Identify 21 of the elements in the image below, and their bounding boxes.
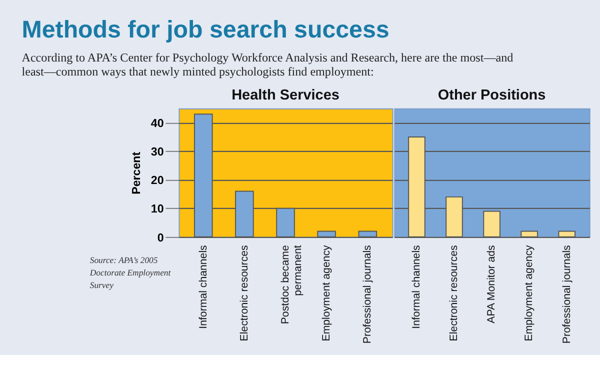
y-tick-label: 0 [157, 232, 164, 244]
text: According to APA’s Center for Psychology Workforce Analysis and Research, here are the most—and least—common ways that newly minted psychologists find employment: [22, 50, 514, 79]
x-tick-label: Informal channels [197, 245, 210, 329]
y-tick-label: 10 [150, 204, 164, 216]
x-tick-label: Postdoc became permanent [279, 245, 304, 324]
x-tick-label: Electronic resources [238, 245, 250, 342]
y-tick-label: 20 [150, 175, 164, 188]
chart-title: Health Services [232, 88, 340, 104]
x-tick-label: Electronic resources [448, 245, 460, 342]
y-tick-label: 30 [150, 146, 164, 159]
y-tick-label: 40 [150, 118, 164, 130]
x-tick-label: APA Monitor ads [486, 245, 498, 324]
y-axis-title: Percent [131, 152, 144, 194]
x-tick-label: Employment agency [523, 244, 536, 342]
x-tick-label: Informal channels [410, 245, 423, 329]
chart-title: Other Positions [438, 88, 546, 104]
source-note: Source: APA’s 2005 Doctorate Employment Survey [88, 255, 172, 290]
x-tick-label: Professional journals [560, 245, 573, 344]
text: Methods for job search success [22, 16, 390, 44]
x-tick-label: Employment agency [320, 244, 332, 342]
x-tick-label: Professional journals [362, 245, 374, 344]
